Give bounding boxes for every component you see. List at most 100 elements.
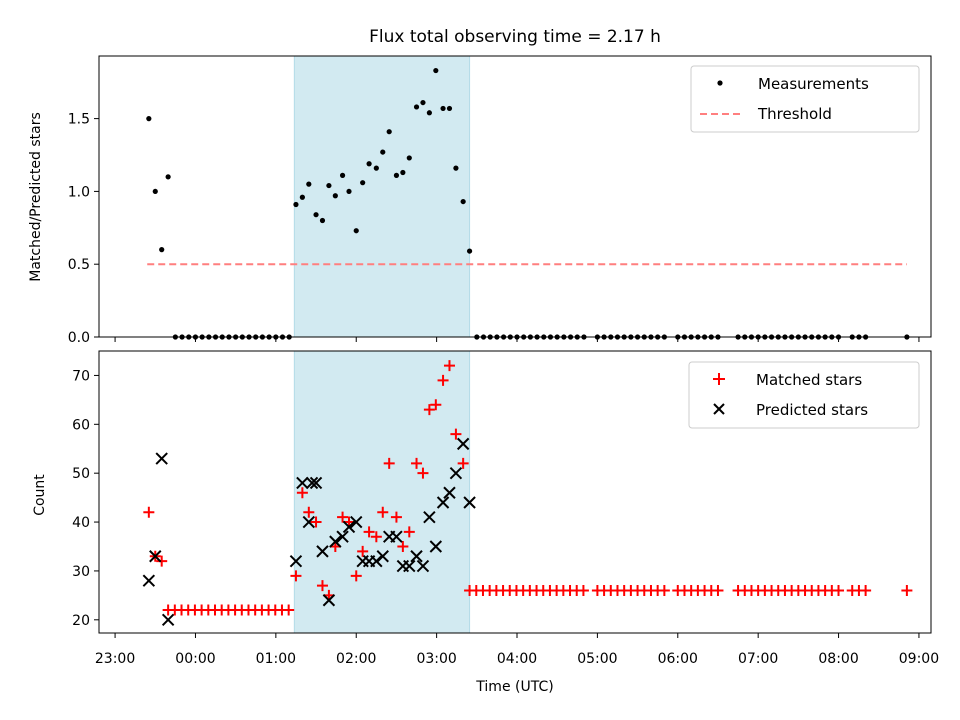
data-point-predicted bbox=[429, 540, 443, 553]
data-point-matched bbox=[712, 584, 724, 596]
axes-frame bbox=[98, 55, 932, 338]
data-point-matched bbox=[156, 555, 168, 567]
bottom-axes: Time (UTC) Count bbox=[32, 474, 554, 695]
data-point-matched bbox=[901, 584, 913, 596]
legend-bottom: Matched stars Predicted stars bbox=[688, 361, 920, 429]
y-tick-label: 70 bbox=[72, 368, 90, 384]
data-point-matched bbox=[290, 570, 302, 582]
data-point-predicted bbox=[289, 554, 303, 568]
data-point-matched bbox=[363, 526, 375, 538]
data-point-measurement bbox=[386, 129, 392, 135]
data-point-predicted bbox=[456, 437, 470, 451]
x-tick-label: 00:00 bbox=[175, 651, 215, 667]
y-tick-label: 0.0 bbox=[68, 330, 90, 346]
data-point-matched bbox=[303, 506, 315, 518]
data-point-matched bbox=[437, 374, 449, 386]
data-point-predicted bbox=[423, 510, 436, 524]
legend-matched-label: Matched stars bbox=[756, 371, 862, 389]
legend-threshold-label: Threshold bbox=[757, 105, 832, 123]
data-point-predicted bbox=[309, 476, 323, 490]
y-tick-label: 1.5 bbox=[68, 112, 90, 128]
data-point-measurement bbox=[413, 104, 420, 110]
data-point-measurement bbox=[426, 110, 432, 116]
x-tick-label: 09:00 bbox=[899, 651, 939, 667]
data-point-measurement bbox=[313, 212, 319, 218]
data-point-measurement bbox=[293, 201, 299, 208]
x-tick-label: 08:00 bbox=[818, 651, 858, 667]
data-point-measurement bbox=[353, 228, 359, 234]
data-point-measurement bbox=[460, 198, 466, 205]
data-point-measurement bbox=[420, 99, 426, 106]
data-point-predicted bbox=[302, 515, 316, 529]
plot-area-1: 20 30 40 50 60 70 23:00 00:00 01:00 02:00 03:00 04:… bbox=[72, 350, 939, 667]
y-tick-label: 50 bbox=[72, 466, 90, 482]
x-tick-label: 23:00 bbox=[95, 651, 135, 667]
data-point-measurement bbox=[165, 174, 171, 180]
data-point-measurement bbox=[373, 165, 379, 171]
data-point-matched bbox=[860, 584, 872, 596]
data-point-measurement bbox=[326, 182, 332, 189]
legend-measurements-label: Measurements bbox=[758, 75, 869, 93]
data-point-matched bbox=[430, 399, 442, 411]
data-point-matched bbox=[397, 540, 409, 552]
data-point-measurement bbox=[332, 193, 338, 199]
data-point-predicted bbox=[305, 476, 319, 490]
axes-frame bbox=[98, 350, 932, 634]
data-point-matched bbox=[337, 511, 349, 523]
data-point-measurement bbox=[360, 180, 366, 186]
data-point-measurement bbox=[299, 194, 305, 200]
data-point-predicted bbox=[316, 545, 329, 558]
legend-bottom-box bbox=[688, 361, 920, 429]
data-point-measurement bbox=[440, 105, 446, 112]
data-point-matched bbox=[377, 506, 389, 518]
plot-area-0: 0.0 0.5 1.0 1.5 bbox=[68, 55, 932, 346]
data-point-measurement bbox=[159, 247, 165, 253]
data-point-matched bbox=[370, 531, 382, 543]
data-point-matched bbox=[350, 570, 362, 582]
x-tick-label: 06:00 bbox=[658, 651, 698, 667]
data-point-measurement bbox=[400, 169, 406, 176]
data-point-measurement bbox=[306, 181, 312, 187]
data-point-matched bbox=[283, 604, 295, 616]
data-point-matched bbox=[833, 584, 845, 596]
x-tick-label: 01:00 bbox=[256, 651, 296, 667]
data-point-matched bbox=[417, 467, 429, 479]
data-point-predicted bbox=[370, 554, 383, 568]
data-point-measurement bbox=[466, 248, 473, 254]
data-point-measurement bbox=[393, 172, 400, 178]
data-point-predicted bbox=[463, 496, 476, 509]
data-point-measurement bbox=[346, 188, 352, 195]
data-point-measurement bbox=[366, 161, 372, 167]
legend-measurements-marker bbox=[717, 80, 723, 86]
y-tick-label: 1.0 bbox=[68, 184, 90, 200]
y-tick-label: 20 bbox=[72, 613, 90, 629]
data-point-matched bbox=[423, 404, 435, 416]
data-point-matched bbox=[390, 511, 402, 523]
shaded-span bbox=[293, 350, 471, 634]
x-tick-label: 07:00 bbox=[738, 651, 778, 667]
data-point-matched bbox=[143, 506, 155, 518]
top-ylabel: Matched/Predicted stars bbox=[28, 112, 44, 282]
data-point-measurement bbox=[433, 67, 439, 74]
data-point-matched bbox=[403, 526, 415, 538]
y-tick-label: 60 bbox=[72, 417, 90, 433]
data-point-predicted bbox=[390, 530, 403, 543]
data-point-matched bbox=[357, 545, 369, 557]
data-point-predicted bbox=[449, 466, 463, 480]
x-tick-label: 04:00 bbox=[497, 651, 537, 667]
data-point-matched bbox=[383, 457, 395, 469]
data-point-predicted bbox=[149, 550, 162, 563]
data-point-predicted bbox=[410, 550, 423, 563]
data-point-predicted bbox=[436, 496, 450, 509]
data-point-predicted bbox=[296, 476, 309, 490]
data-point-predicted bbox=[342, 520, 356, 534]
data-point-matched bbox=[296, 487, 308, 499]
data-point-predicted bbox=[403, 559, 416, 573]
legend-top-box bbox=[690, 65, 920, 133]
data-point-matched bbox=[316, 580, 328, 592]
data-point-measurement bbox=[146, 116, 152, 122]
bottom-xlabel: Time (UTC) bbox=[475, 679, 553, 695]
data-point-predicted bbox=[416, 559, 430, 573]
data-point-predicted bbox=[329, 535, 342, 548]
